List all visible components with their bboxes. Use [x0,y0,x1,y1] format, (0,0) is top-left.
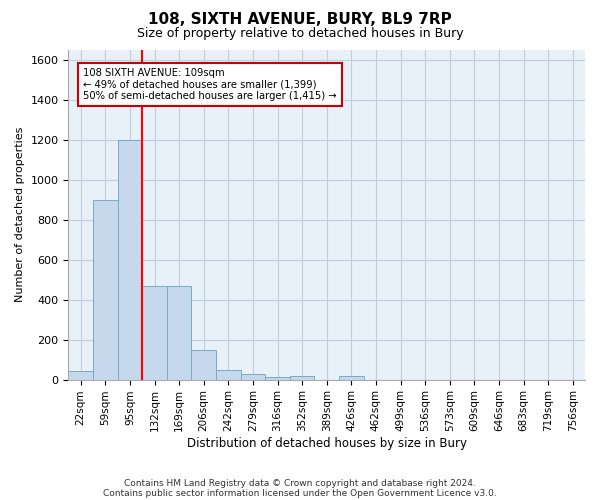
Text: 108 SIXTH AVENUE: 109sqm
← 49% of detached houses are smaller (1,399)
50% of sem: 108 SIXTH AVENUE: 109sqm ← 49% of detach… [83,68,337,101]
Bar [142,286,167,380]
Y-axis label: Number of detached properties: Number of detached properties [15,127,25,302]
Text: Size of property relative to detached houses in Bury: Size of property relative to detached ho… [137,28,463,40]
Text: 108, SIXTH AVENUE, BURY, BL9 7RP: 108, SIXTH AVENUE, BURY, BL9 7RP [148,12,452,28]
Bar [265,376,290,380]
Bar [290,376,314,380]
Bar [167,286,191,380]
X-axis label: Distribution of detached houses by size in Bury: Distribution of detached houses by size … [187,437,467,450]
Bar [339,376,364,380]
Text: Contains HM Land Registry data © Crown copyright and database right 2024.: Contains HM Land Registry data © Crown c… [124,478,476,488]
Bar [241,374,265,380]
Bar [216,370,241,380]
Text: Contains public sector information licensed under the Open Government Licence v3: Contains public sector information licen… [103,488,497,498]
Bar [93,200,118,380]
Bar [118,140,142,380]
Bar [68,370,93,380]
Bar [191,350,216,380]
